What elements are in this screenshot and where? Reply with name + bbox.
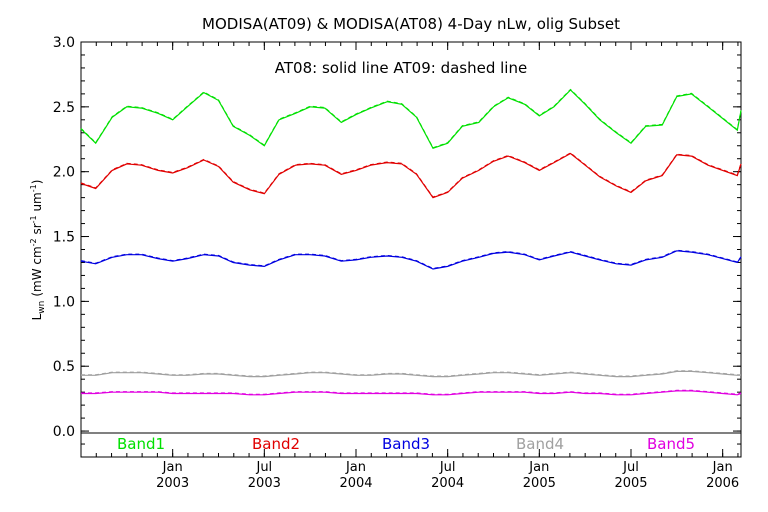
y-label-symbol: L	[30, 313, 44, 320]
series-lines	[80, 88, 742, 396]
y-label-mid: sr	[30, 223, 44, 238]
series-line-band4	[81, 370, 741, 378]
legend-label-band5: Band5	[647, 435, 695, 453]
x-tick-month: Jul	[255, 460, 272, 475]
x-tick-month: Jan	[712, 460, 733, 475]
legend: Band1 Band2 Band3 Band4 Band5	[117, 435, 695, 453]
y-label-units: (mW cm	[30, 246, 44, 296]
series-dashed-band2	[80, 152, 742, 198]
y-tick-label: 0.5	[53, 359, 75, 375]
x-tick-month: Jan	[345, 460, 366, 475]
x-tick-year: 2003	[156, 476, 189, 491]
y-label-subscript: wn	[37, 301, 47, 314]
y-tick-label: 0.0	[53, 424, 75, 440]
series-dashed-band1	[80, 88, 742, 149]
y-axis-label: Lwn(mW cm-2 sr-1 um-1)	[29, 180, 47, 321]
x-axis: Jan2003Jul2003Jan2004Jul2004Jan2005Jul20…	[80, 42, 739, 491]
line-style-note: AT08: solid line AT09: dashed line	[275, 59, 527, 77]
y-tick-label: 1.5	[53, 230, 75, 246]
x-tick-month: Jul	[439, 460, 456, 475]
x-tick-year: 2003	[248, 476, 281, 491]
series-line-band2	[80, 152, 742, 199]
legend-label-band1: Band1	[117, 435, 165, 453]
x-tick-year: 2004	[431, 476, 464, 491]
x-tick-month: Jul	[622, 460, 639, 475]
y-label-close: )	[30, 180, 44, 185]
legend-label-band4: Band4	[516, 435, 564, 453]
chart-title: MODISA(AT09) & MODISA(AT08) 4-Day nLw, o…	[202, 15, 620, 33]
y-tick-label: 1.0	[53, 294, 75, 310]
plot-frame	[80, 41, 742, 458]
x-tick-year: 2004	[339, 476, 372, 491]
x-tick-year: 2005	[523, 476, 556, 491]
y-label-exp3: -1	[29, 184, 38, 192]
y-tick-label: 2.0	[53, 165, 75, 181]
series-dashed-band3	[80, 249, 742, 269]
x-tick-year: 2006	[706, 476, 739, 491]
y-label-exp2: -1	[29, 215, 38, 223]
x-tick-year: 2005	[614, 476, 647, 491]
series-line-band5	[81, 390, 742, 396]
series-line-band1	[80, 89, 742, 150]
y-axis: 0.0 0.5 1.0 1.5 2.0 2.5 3.0	[53, 35, 741, 458]
y-tick-label: 3.0	[53, 35, 75, 51]
series-line-band3	[80, 250, 742, 270]
y-tick-label: 2.5	[53, 100, 75, 116]
x-tick-month: Jan	[528, 460, 549, 475]
y-label-exp1: -2	[29, 238, 38, 246]
legend-label-band2: Band2	[252, 435, 300, 453]
y-label-um: um	[30, 192, 44, 215]
x-tick-month: Jan	[162, 460, 183, 475]
series-dashed-band5	[81, 389, 742, 395]
legend-label-band3: Band3	[382, 435, 430, 453]
series-dashed-band4	[81, 370, 741, 377]
